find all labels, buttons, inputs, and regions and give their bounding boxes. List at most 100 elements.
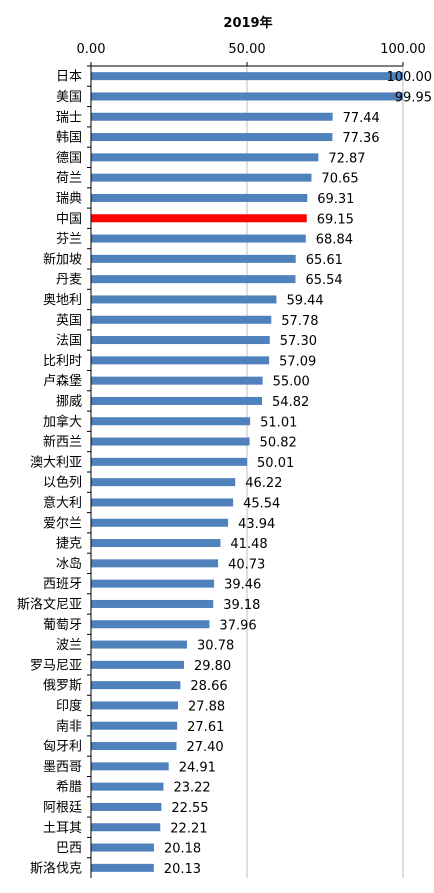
category-label: 墨西哥 bbox=[43, 760, 82, 775]
value-label: 57.78 bbox=[281, 314, 318, 329]
bar bbox=[91, 254, 296, 263]
category-label: 以色列 bbox=[43, 475, 82, 491]
bar bbox=[91, 133, 333, 142]
value-label: 65.61 bbox=[306, 253, 343, 268]
bar bbox=[91, 579, 215, 588]
category-label: 法国 bbox=[56, 334, 82, 349]
value-label: 20.13 bbox=[164, 862, 201, 877]
x-axis-ticks: 0.00 50.00 100.00 bbox=[77, 42, 426, 67]
bar bbox=[91, 681, 181, 690]
bar bbox=[91, 173, 312, 182]
category-label: 罗马尼亚 bbox=[30, 658, 82, 673]
gridlines bbox=[246, 66, 404, 878]
category-label: 韩国 bbox=[56, 131, 82, 146]
value-label: 55.00 bbox=[273, 375, 310, 390]
category-label: 中国 bbox=[56, 212, 82, 227]
value-label: 27.40 bbox=[186, 740, 223, 755]
bar bbox=[91, 823, 161, 832]
category-label: 阿根廷 bbox=[43, 800, 82, 815]
category-label: 芬兰 bbox=[56, 232, 82, 247]
category-label: 美国 bbox=[56, 90, 82, 105]
category-label: 日本 bbox=[56, 70, 82, 85]
category-label: 加拿大 bbox=[43, 414, 82, 430]
value-label: 43.94 bbox=[238, 517, 275, 532]
category-label: 比利时 bbox=[43, 354, 82, 369]
value-label: 41.48 bbox=[230, 537, 267, 552]
category-label: 捷克 bbox=[56, 537, 82, 552]
value-label: 20.18 bbox=[164, 842, 201, 857]
bar bbox=[91, 742, 177, 751]
bar bbox=[91, 863, 154, 872]
value-label: 50.01 bbox=[257, 456, 294, 471]
value-label: 24.91 bbox=[179, 760, 216, 775]
bar bbox=[91, 518, 229, 527]
value-labels: 100.00 99.95 77.44 77.36 72.87 70.65 69.31 69.1… bbox=[164, 70, 432, 877]
category-label: 希腊 bbox=[56, 780, 82, 795]
value-label: 50.82 bbox=[260, 436, 297, 451]
value-label: 77.44 bbox=[343, 111, 380, 126]
value-label: 69.15 bbox=[317, 212, 354, 227]
bar bbox=[91, 234, 306, 243]
bar bbox=[91, 782, 164, 791]
x-tick-label: 50.00 bbox=[228, 42, 265, 57]
category-label: 瑞典 bbox=[56, 191, 82, 206]
value-label: 100.00 bbox=[387, 70, 433, 85]
bar bbox=[91, 559, 219, 568]
bar bbox=[91, 275, 296, 284]
category-label: 瑞士 bbox=[56, 110, 82, 125]
value-label: 29.80 bbox=[194, 659, 231, 674]
category-label: 斯洛伐克 bbox=[30, 861, 82, 876]
bar bbox=[91, 396, 263, 405]
bar bbox=[91, 336, 270, 345]
value-label: 39.46 bbox=[224, 578, 261, 593]
x-tick-label: 0.00 bbox=[77, 42, 106, 57]
bar bbox=[91, 457, 248, 466]
category-label: 爱尔兰 bbox=[43, 516, 82, 531]
value-label: 28.66 bbox=[190, 679, 227, 694]
value-label: 59.44 bbox=[286, 293, 323, 308]
value-label: 57.09 bbox=[279, 354, 316, 369]
bar bbox=[91, 620, 210, 629]
value-label: 70.65 bbox=[321, 172, 358, 187]
bar bbox=[91, 193, 308, 202]
bar bbox=[91, 295, 277, 304]
category-label: 挪威 bbox=[56, 394, 82, 409]
chart-title: 2019年 bbox=[223, 15, 272, 31]
bar bbox=[91, 539, 221, 548]
category-label: 匈牙利 bbox=[43, 740, 82, 755]
value-label: 51.01 bbox=[260, 415, 297, 430]
category-label: 英国 bbox=[56, 313, 82, 328]
category-label: 意大利 bbox=[43, 495, 82, 511]
category-label: 俄罗斯 bbox=[43, 679, 82, 694]
bar bbox=[91, 701, 178, 710]
value-label: 99.95 bbox=[395, 90, 432, 105]
category-label: 葡萄牙 bbox=[43, 618, 82, 633]
category-label: 土耳其 bbox=[43, 821, 82, 836]
value-label: 39.18 bbox=[223, 598, 260, 613]
category-label: 新加坡 bbox=[43, 251, 82, 267]
bar bbox=[91, 478, 236, 487]
value-label: 54.82 bbox=[272, 395, 309, 410]
bar bbox=[91, 153, 319, 162]
value-label: 68.84 bbox=[316, 233, 353, 248]
value-label: 30.78 bbox=[197, 639, 234, 654]
x-tick-label: 100.00 bbox=[380, 42, 426, 57]
bar bbox=[91, 721, 178, 730]
bar bbox=[91, 72, 403, 81]
value-label: 69.31 bbox=[317, 192, 354, 207]
bar bbox=[91, 376, 263, 385]
bar bbox=[91, 802, 162, 811]
value-label: 65.54 bbox=[305, 273, 342, 288]
category-label: 荷兰 bbox=[56, 171, 82, 186]
category-label: 德国 bbox=[56, 151, 82, 166]
bar bbox=[91, 599, 214, 608]
value-label: 22.55 bbox=[171, 801, 208, 816]
value-label: 72.87 bbox=[328, 151, 365, 166]
bar bbox=[91, 417, 251, 426]
category-label: 西班牙 bbox=[43, 577, 82, 592]
category-label: 巴西 bbox=[56, 841, 82, 856]
bar bbox=[91, 660, 184, 669]
category-label: 新西兰 bbox=[43, 434, 82, 450]
value-label: 37.96 bbox=[219, 618, 256, 633]
category-label: 印度 bbox=[56, 698, 82, 714]
